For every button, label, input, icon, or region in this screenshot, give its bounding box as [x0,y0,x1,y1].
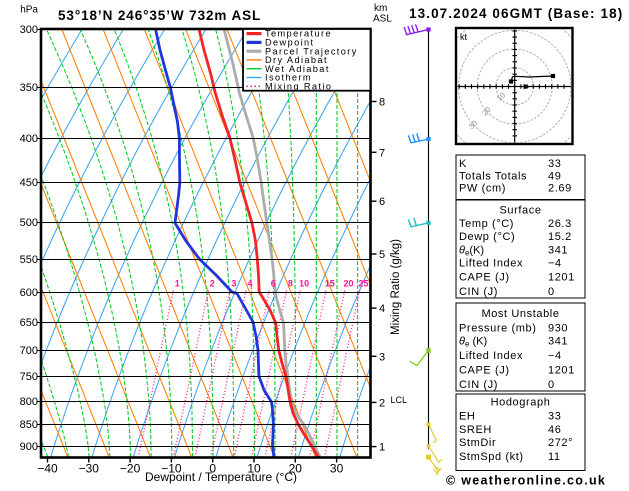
svg-text:Dewpoint / Temperature (°C): Dewpoint / Temperature (°C) [145,470,297,484]
svg-text:46: 46 [548,424,561,436]
svg-text:33: 33 [548,158,561,170]
svg-text:13.07.2024 06GMT (Base: 18): 13.07.2024 06GMT (Base: 18) [409,6,623,21]
svg-text:2: 2 [379,397,385,409]
svg-text:500: 500 [20,217,38,229]
svg-text:450: 450 [20,177,38,189]
svg-text:1201: 1201 [548,365,575,377]
svg-text:StmSpd (kt): StmSpd (kt) [459,451,524,463]
svg-text:11: 11 [548,451,561,463]
svg-text:PW (cm): PW (cm) [459,183,506,195]
svg-text:Hodograph: Hodograph [491,397,551,409]
svg-text:kt: kt [460,32,468,42]
svg-text:400: 400 [20,133,38,145]
svg-text:4: 4 [247,279,252,289]
svg-text:−4: −4 [548,258,562,270]
svg-text:1: 1 [379,442,385,454]
svg-text:Temp (°C): Temp (°C) [459,218,514,230]
svg-text:1201: 1201 [548,272,575,284]
svg-text:−4: −4 [548,350,562,362]
svg-text:Lifted Index: Lifted Index [459,258,523,270]
svg-text:850: 850 [20,419,38,431]
svg-text:Temperature: Temperature [265,29,332,39]
svg-text:−30: −30 [79,462,100,476]
svg-text:ASL: ASL [373,14,392,25]
svg-text:CIN (J): CIN (J) [459,379,498,391]
svg-text:SREH: SREH [459,424,492,436]
svg-text:Totals Totals: Totals Totals [459,171,527,183]
svg-text:5: 5 [379,249,385,261]
svg-text:15: 15 [325,279,335,289]
svg-text:Isotherm: Isotherm [265,73,312,83]
svg-text:341: 341 [548,244,568,256]
svg-text:8: 8 [379,97,385,109]
svg-text:θe (K): θe (K) [459,336,487,349]
svg-text:km: km [374,3,387,14]
svg-text:Surface: Surface [499,205,541,217]
svg-text:0: 0 [548,286,555,298]
svg-text:Mixing Ratio: Mixing Ratio [265,81,332,91]
svg-text:53°18’N 246°35’W 732m ASL: 53°18’N 246°35’W 732m ASL [58,8,261,23]
svg-text:1: 1 [175,279,180,289]
svg-text:6: 6 [379,196,385,208]
svg-text:Pressure (mb): Pressure (mb) [459,323,536,335]
svg-text:341: 341 [548,336,568,348]
svg-text:750: 750 [20,371,38,383]
svg-text:© weatheronline.co.uk: © weatheronline.co.uk [446,474,606,487]
svg-text:0: 0 [209,462,216,476]
svg-text:49: 49 [548,171,561,183]
svg-text:θe(K): θe(K) [459,244,484,257]
svg-text:20: 20 [289,462,303,476]
svg-text:10: 10 [299,279,309,289]
svg-text:CAPE (J): CAPE (J) [459,365,510,377]
svg-text:CIN (J): CIN (J) [459,286,498,298]
svg-text:Most Unstable: Most Unstable [481,308,559,320]
svg-text:3: 3 [231,279,236,289]
svg-text:30: 30 [330,462,344,476]
svg-text:K: K [459,158,467,170]
svg-text:7: 7 [379,147,385,159]
svg-text:15.2: 15.2 [548,231,572,243]
svg-text:StmDir: StmDir [459,437,496,449]
svg-text:25: 25 [358,279,368,289]
svg-text:Dewpoint: Dewpoint [265,38,315,48]
svg-text:800: 800 [20,396,38,408]
svg-text:8: 8 [288,279,293,289]
svg-text:20: 20 [343,279,353,289]
svg-text:300: 300 [20,24,38,36]
svg-text:10: 10 [247,462,261,476]
svg-text:Dry Adiabat: Dry Adiabat [265,55,328,65]
svg-text:−20: −20 [120,462,141,476]
svg-text:−40: −40 [37,462,58,476]
svg-text:Mixing Ratio (g/kg): Mixing Ratio (g/kg) [390,239,402,335]
svg-text:26.3: 26.3 [548,218,572,230]
svg-text:0: 0 [548,379,555,391]
svg-text:550: 550 [20,254,38,266]
svg-text:2.69: 2.69 [548,183,572,195]
svg-text:350: 350 [20,82,38,94]
svg-text:2: 2 [210,279,215,289]
svg-text:CAPE (J): CAPE (J) [459,272,510,284]
svg-text:−10: −10 [161,462,182,476]
svg-text:Wet Adiabat: Wet Adiabat [265,64,330,74]
svg-text:700: 700 [20,345,38,357]
svg-text:4: 4 [379,303,385,315]
svg-text:650: 650 [20,317,38,329]
svg-text:Lifted Index: Lifted Index [459,350,523,362]
svg-text:930: 930 [548,323,568,335]
svg-text:900: 900 [20,441,38,453]
svg-text:hPa: hPa [20,5,38,16]
svg-text:EH: EH [459,411,475,423]
svg-text:Parcel Trajectory: Parcel Trajectory [265,46,358,56]
svg-text:Dewp (°C): Dewp (°C) [459,231,515,243]
svg-text:33: 33 [548,411,561,423]
svg-text:LCL: LCL [391,395,408,405]
svg-text:6: 6 [271,279,276,289]
svg-text:600: 600 [20,287,38,299]
svg-text:272°: 272° [548,437,573,449]
svg-text:3: 3 [379,351,385,363]
